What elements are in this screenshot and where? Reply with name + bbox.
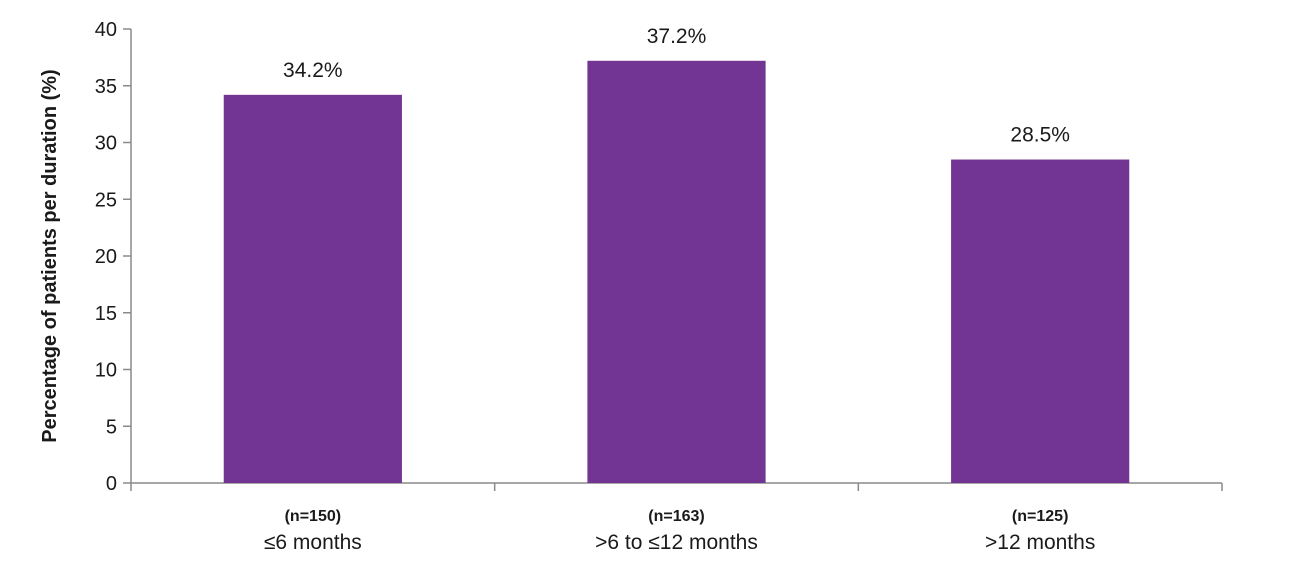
category-label: >12 months [985, 531, 1095, 554]
category-n-label: (n=163) [648, 508, 704, 525]
y-axis-label: Percentage of patients per duration (%) [39, 69, 61, 442]
category-label: >6 to ≤12 months [595, 531, 758, 554]
bar-value-label: 37.2% [647, 25, 707, 48]
y-tick-label: 20 [95, 246, 117, 268]
category-label: ≤6 months [264, 531, 362, 554]
y-tick-label: 35 [95, 76, 117, 98]
category-labels: (n=150) ≤6 months (n=163) >6 to ≤12 months (… [264, 508, 1095, 554]
bar [587, 60, 766, 483]
y-axis-label-group: Percentage of patients per duration (%) [39, 69, 61, 442]
y-tick-label: 5 [106, 416, 117, 438]
x-axis [130, 482, 1223, 491]
category-n-label: (n=125) [1012, 508, 1068, 525]
bar-value-label: 34.2% [283, 59, 343, 82]
y-tick-label: 0 [106, 473, 117, 495]
y-axis: 0 5 10 15 20 25 30 35 40 [95, 19, 132, 495]
bar [223, 94, 402, 483]
value-labels: 34.2% 37.2% 28.5% [283, 25, 1070, 147]
bars [223, 60, 1130, 483]
y-tick-label: 40 [95, 19, 117, 41]
y-tick-label: 15 [95, 303, 117, 325]
y-tick-label: 30 [95, 133, 117, 155]
y-tick-label: 10 [95, 360, 117, 382]
category-n-label: (n=150) [285, 508, 341, 525]
y-tick-label: 25 [95, 189, 117, 211]
bar-value-label: 28.5% [1010, 124, 1070, 147]
bar [951, 159, 1130, 483]
